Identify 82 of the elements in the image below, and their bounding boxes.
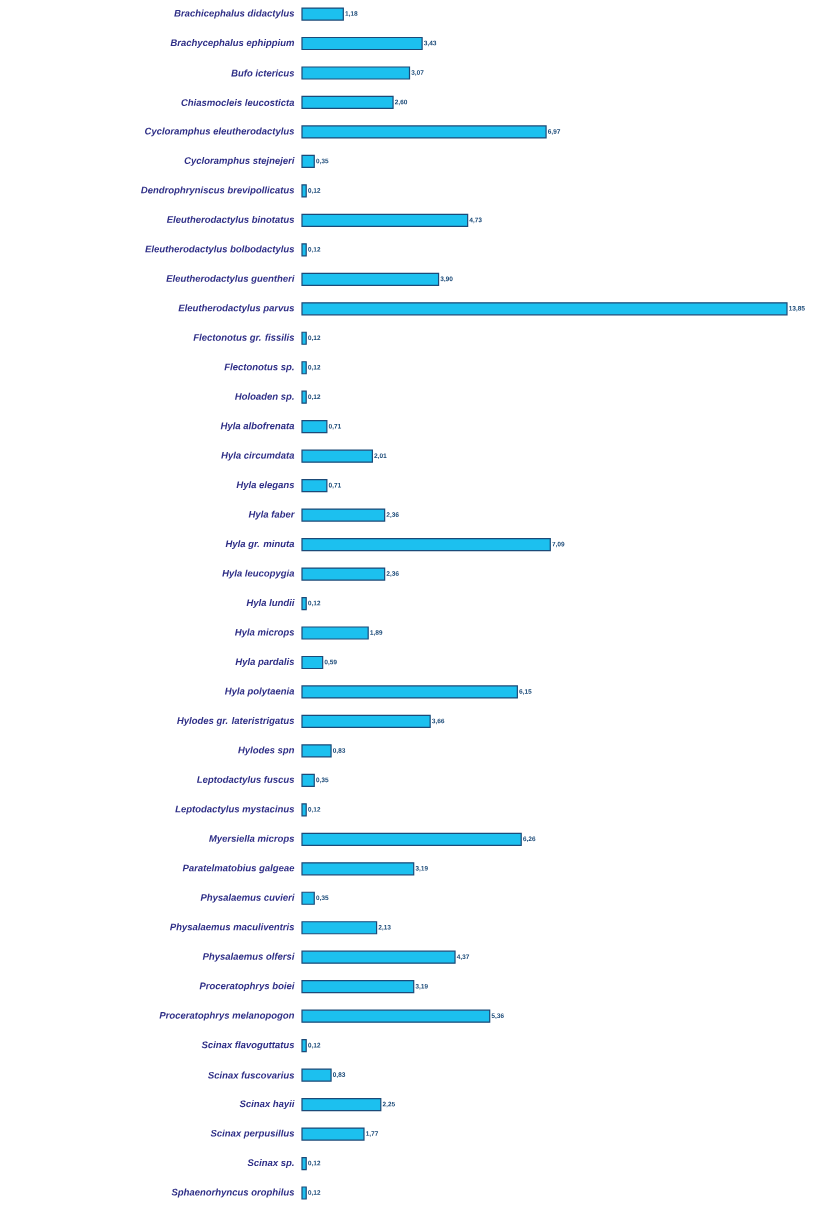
bar [301, 744, 332, 758]
bar [301, 1186, 307, 1200]
y-tick-label: Hyla pardalis [235, 658, 295, 667]
bar [301, 213, 469, 227]
bar [301, 950, 456, 964]
y-tick-label: Myersiella microps [209, 834, 295, 844]
bar [301, 1156, 307, 1171]
bar [301, 773, 315, 787]
bar [301, 508, 386, 522]
y-tick-label: Hyla microps [234, 628, 295, 638]
y-tick-label: Bufo ictericus [231, 69, 295, 77]
y-tick-label: Eleutherodactylus guentheri [166, 274, 295, 284]
bar [301, 1039, 307, 1053]
y-tick-label: Flectonotus gr. fissilis [193, 333, 295, 343]
y-tick-label: Leptodactylus mystacinus [175, 805, 295, 815]
bar [301, 66, 411, 80]
y-tick-label: Scinax sp. [247, 1159, 294, 1168]
bar [301, 184, 307, 198]
bar [301, 832, 522, 846]
bar [301, 1068, 332, 1082]
bar [301, 596, 307, 611]
bar [301, 302, 788, 316]
bar [301, 36, 423, 51]
y-tick-label: Physalaemus maculiventris [170, 923, 295, 933]
bar [301, 891, 315, 905]
y-tick-label: Hylodes gr. lateristrigatus [177, 717, 295, 726]
bar [301, 7, 344, 21]
y-tick-label: Eleutherodactylus bolbodactylus [145, 245, 295, 255]
bar [301, 921, 378, 935]
bar [301, 272, 440, 286]
y-tick-label: Brachycephalus ephippium [170, 39, 295, 48]
y-tick-label: Dendrophryniscus brevipollicatus [141, 186, 295, 196]
y-tick-label: Holoaden sp. [234, 392, 294, 402]
bar [301, 980, 415, 994]
bar [301, 714, 431, 729]
y-tick-label: Eleutherodactylus parvus [178, 304, 295, 314]
y-tick-label: Hylodes spn [238, 746, 295, 756]
bar [301, 243, 307, 257]
bar [301, 154, 315, 169]
y-tick-label: Hyla albofrenata [220, 422, 295, 432]
bar [301, 1127, 365, 1141]
bar [301, 803, 307, 817]
bar [301, 567, 386, 581]
y-tick-label: Proceratophrys melanopogon [159, 1011, 295, 1021]
y-tick-label: Hyla leucopygia [222, 569, 295, 579]
y-tick-label: Leptodactylus fuscus [196, 775, 295, 785]
bar [301, 626, 369, 640]
bar [301, 685, 518, 699]
y-tick-label: Hyla circumdata [221, 451, 295, 461]
bar [301, 125, 547, 139]
bar [301, 361, 307, 375]
y-tick-label: Cycloramphus stejnejeri [184, 156, 295, 166]
y-tick-label: Proceratophrys boiei [199, 982, 295, 992]
bar [301, 331, 307, 345]
bar [301, 479, 328, 493]
y-tick-label: Hyla elegans [236, 481, 295, 491]
bar [301, 420, 328, 434]
bar [301, 537, 551, 552]
y-tick-label: Hyla gr. minuta [225, 540, 295, 550]
bar [301, 390, 307, 404]
y-tick-label: Paratelmatobius galgeae [182, 864, 295, 874]
y-tick-label: Eleutherodactylus binotatus [166, 215, 295, 225]
bar [301, 449, 373, 463]
bar [301, 862, 415, 876]
bar [301, 95, 394, 110]
y-tick-label: Hyla lundii [246, 599, 295, 608]
y-tick-label: Hyla faber [248, 510, 295, 520]
bar [301, 655, 324, 670]
y-tick-label: Scinax hayii [239, 1100, 295, 1110]
y-tick-label: Sphaenorhyncus orophilus [171, 1188, 295, 1198]
bar [301, 1097, 382, 1112]
y-tick-label: Scinax fuscovarius [207, 1071, 295, 1079]
y-tick-label: Scinax flavoguttatus [201, 1041, 295, 1051]
y-tick-label: Chiasmocleis leucosticta [181, 98, 295, 106]
bar [301, 1009, 491, 1023]
y-tick-label: Physalaemus cuvieri [200, 893, 295, 903]
y-tick-label: Hyla polytaenia [224, 687, 295, 697]
y-tick-label: Scinax perpusillus [210, 1129, 295, 1139]
y-tick-label: Flectonotus sp. [224, 363, 294, 373]
y-tick-label: Cycloramphus eleutherodactylus [145, 127, 295, 137]
y-tick-label: Physalaemus olfersi [202, 952, 295, 962]
y-tick-label: Brachicephalus didactylus [174, 9, 295, 19]
